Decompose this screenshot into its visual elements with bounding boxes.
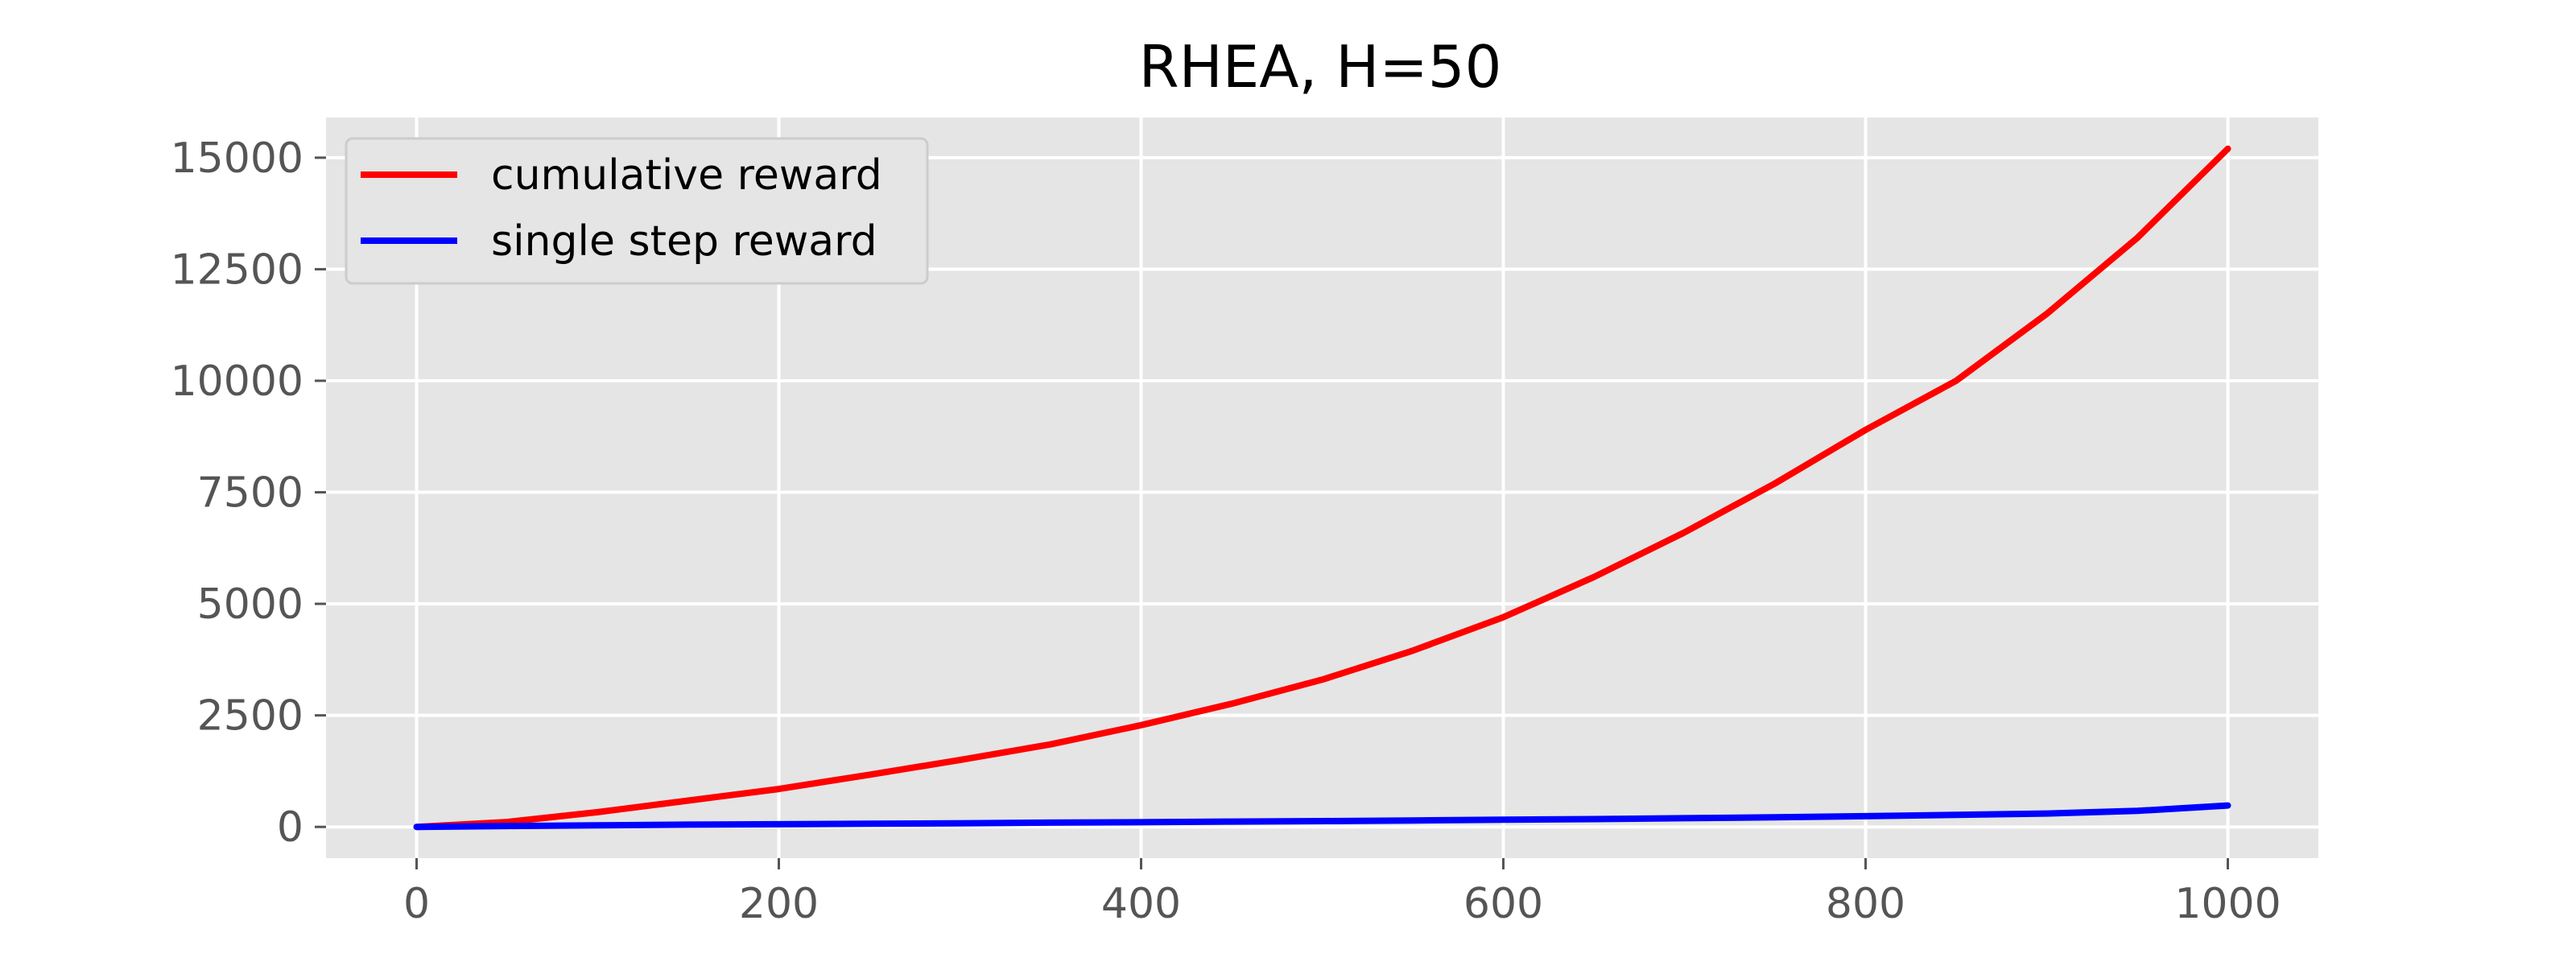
legend-label-1: cumulative reward [491, 151, 882, 200]
x-tick-label: 800 [1826, 880, 1905, 928]
y-tick-label: 12500 [171, 246, 303, 294]
y-tick-label: 0 [277, 803, 303, 852]
legend-label-2: single step reward [491, 217, 877, 266]
chart-title: RHEA, H=50 [1139, 33, 1502, 101]
series-line-2 [413, 802, 2231, 831]
y-tick-label: 7500 [197, 469, 303, 518]
legend: cumulative reward single step reward [345, 137, 929, 285]
x-tick-label: 200 [739, 880, 819, 928]
x-tick-label: 1000 [2174, 880, 2281, 928]
y-axis-ticks: 0 2500 5000 7500 10000 12500 15000 [171, 134, 326, 852]
x-tick-label: 400 [1101, 880, 1181, 928]
y-tick-label: 2500 [197, 692, 303, 741]
x-tick-label: 600 [1463, 880, 1543, 928]
series-line-1 [413, 145, 2231, 831]
x-tick-label: 0 [403, 880, 430, 928]
legend-box [345, 137, 929, 285]
y-tick-label: 5000 [197, 580, 303, 629]
y-tick-label: 15000 [171, 134, 303, 183]
series-lines [413, 145, 2231, 831]
x-axis-ticks: 0 200 400 600 800 1000 [403, 858, 2281, 928]
grid-lines [326, 118, 2318, 858]
y-tick-label: 10000 [171, 357, 303, 406]
